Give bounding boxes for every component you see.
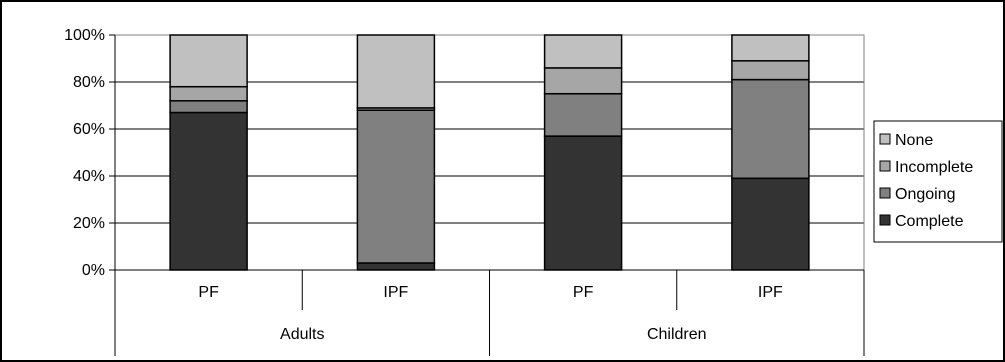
axes: [109, 34, 865, 356]
bar-segment-complete: [169, 111, 248, 271]
bar-segment-incomplete: [169, 85, 248, 102]
x-category-label: PF: [573, 284, 594, 301]
legend: None Incomplete Ongoing Complete: [873, 120, 1003, 243]
legend-label-ongoing: Ongoing: [895, 186, 956, 203]
x-group-label: Adults: [280, 326, 324, 343]
y-tick-label: 100%: [64, 27, 105, 44]
bar-segment-incomplete: [731, 60, 810, 81]
y-axis-ticks: 0% 20% 40% 60% 80% 100%: [64, 27, 105, 279]
bar-segment-none: [543, 34, 623, 69]
bar-segment-ongoing: [731, 78, 810, 180]
legend-label-none: None: [895, 132, 933, 149]
y-tick-label: 20%: [73, 215, 105, 232]
bar-segment-none: [356, 34, 436, 109]
legend-box: [873, 120, 1003, 243]
y-tick-label: 80%: [73, 74, 105, 91]
y-tick-label: 0%: [82, 262, 105, 279]
bar-segment-none: [169, 34, 248, 88]
x-axis-labels: PF IPF PF IPF Adults Children: [198, 284, 783, 343]
legend-swatch-complete: [879, 214, 891, 226]
bar-segment-complete: [731, 177, 810, 271]
bars: [169, 34, 810, 271]
bar-segment-none: [731, 34, 810, 62]
x-category-label: IPF: [758, 284, 783, 301]
x-group-label: Children: [647, 326, 707, 343]
bar-segment-ongoing: [543, 93, 623, 137]
legend-swatch-ongoing: [879, 187, 891, 199]
bar-segment-ongoing: [356, 109, 436, 264]
legend-label-incomplete: Incomplete: [895, 159, 973, 176]
y-tick-label: 60%: [73, 121, 105, 138]
bar-segment-ongoing: [169, 100, 248, 114]
bar-segment-complete: [543, 135, 623, 271]
legend-swatch-incomplete: [879, 160, 891, 172]
x-category-label: PF: [198, 284, 219, 301]
y-tick-label: 40%: [73, 168, 105, 185]
bar-segment-incomplete: [543, 67, 623, 95]
bar-segment-complete: [356, 262, 436, 271]
x-category-label: IPF: [383, 284, 408, 301]
legend-swatch-none: [879, 133, 891, 145]
legend-label-complete: Complete: [895, 213, 964, 230]
